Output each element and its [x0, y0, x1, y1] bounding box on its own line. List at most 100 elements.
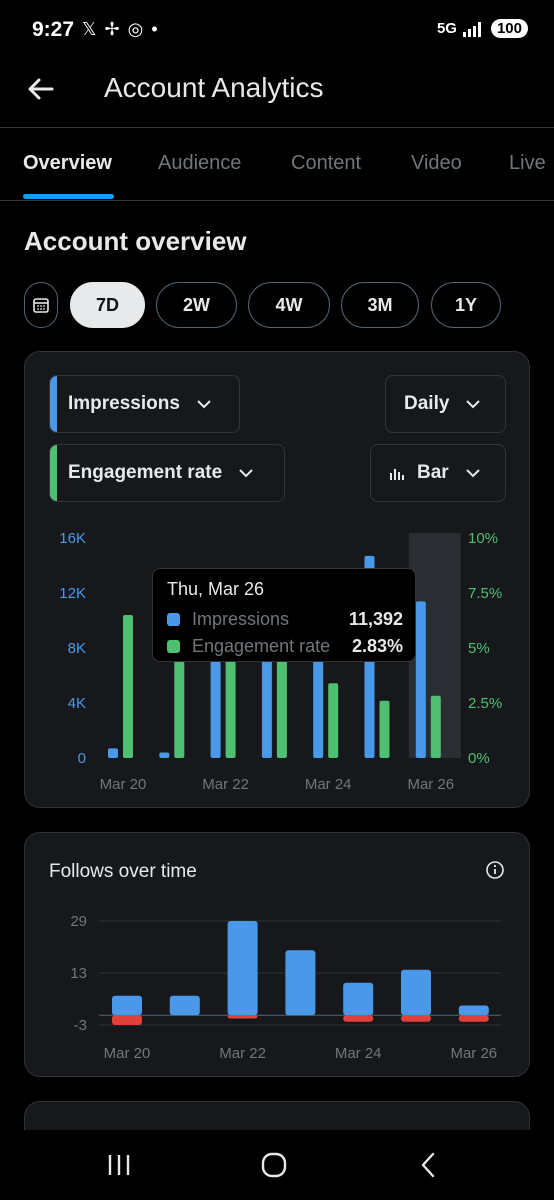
impressions-bar — [159, 752, 170, 758]
follows-lost-bar — [112, 1015, 142, 1025]
follows-chart-card: Follows over time -3 13 29 Mar 20 Mar 22 Mar … — [24, 832, 530, 1077]
dot-icon: • — [151, 19, 158, 39]
follows-over-time-chart[interactable]: -3 13 29 Mar 20 Mar 22 Mar 24 Mar 26 — [25, 833, 531, 1078]
tab-video[interactable]: Video — [411, 152, 462, 174]
bar-chart-icon — [390, 469, 404, 480]
y-tick-label: 13 — [70, 965, 87, 982]
engagement-bar — [276, 648, 287, 758]
metric1-dropdown[interactable]: Impressions — [49, 375, 240, 433]
status-right: 5G 100 — [437, 19, 528, 38]
x-tick-label: Mar 24 — [335, 1045, 382, 1062]
metric2-label: Engagement rate — [68, 462, 223, 483]
interval-dropdown[interactable]: Daily — [385, 375, 506, 433]
impressions-swatch — [167, 613, 180, 626]
chart-type-dropdown[interactable]: Bar — [370, 444, 506, 502]
range-2w-button[interactable]: 2W — [156, 282, 237, 328]
active-tab-indicator — [23, 194, 114, 199]
follows-gained-bar — [285, 950, 316, 1016]
follows-gained-bar — [227, 921, 258, 1016]
pinwheel-icon: ✢ — [104, 19, 120, 39]
tooltip-row-impressions: Impressions 11,392 — [167, 609, 403, 630]
home-icon[interactable] — [259, 1150, 289, 1180]
chevron-down-icon — [239, 469, 253, 478]
tab-bar: Overview Audience Content Video Live — [0, 128, 554, 201]
section-title: Account overview — [24, 226, 247, 256]
chart-tooltip: Thu, Mar 26 Impressions 11,392 Engagemen… — [152, 568, 416, 662]
engagement-bar — [174, 659, 185, 758]
y-tick-label: 29 — [70, 913, 87, 930]
follows-gained-bar — [343, 982, 374, 1016]
follows-lost-bar — [401, 1015, 431, 1022]
chevron-down-icon — [465, 469, 480, 478]
follows-lost-bar — [458, 1015, 489, 1022]
tab-live[interactable]: Live — [509, 152, 546, 174]
y-tick-label: -3 — [74, 1017, 87, 1034]
y-right-tick-label: 5% — [468, 640, 490, 657]
chart-type-label: Bar — [417, 462, 449, 483]
tab-audience[interactable]: Audience — [158, 152, 242, 174]
interval-label: Daily — [404, 393, 450, 414]
y-right-tick-label: 7.5% — [468, 585, 502, 602]
x-tick-label: Mar 20 — [100, 776, 147, 793]
range-3m-button[interactable]: 3M — [341, 282, 419, 328]
range-7d-button[interactable]: 7D — [70, 282, 145, 328]
y-right-tick-label: 0% — [468, 750, 490, 767]
back-nav-icon[interactable] — [414, 1150, 444, 1180]
impressions-engagement-chart[interactable]: 0 4K 8K 12K 16K 0% 2.5% 5% 7.5% 10% Mar 20 Mar 22 Ma… — [25, 352, 531, 809]
back-arrow-icon[interactable] — [26, 74, 56, 104]
metric2-dropdown[interactable]: Engagement rate — [49, 444, 285, 502]
tab-content[interactable]: Content — [291, 152, 362, 174]
x-tick-label: Mar 24 — [305, 776, 352, 793]
network-label: 5G — [436, 20, 457, 37]
instagram-icon: ◎ — [127, 19, 144, 39]
battery-badge: 100 — [490, 19, 528, 38]
follows-lost-bar — [343, 1015, 374, 1022]
calendar-icon — [33, 298, 49, 313]
range-1y-button[interactable]: 1Y — [431, 282, 501, 328]
y-left-tick-label: 4K — [68, 695, 86, 712]
x-tick-label: Mar 26 — [450, 1045, 497, 1062]
engagement-bar — [225, 648, 236, 758]
follows-gained-bar — [112, 995, 142, 1016]
x-tick-label: Mar 22 — [202, 776, 249, 793]
page-title: Account Analytics — [104, 72, 324, 103]
engagement-bar — [430, 695, 441, 758]
metric1-color-bar — [50, 376, 57, 432]
follows-title: Follows over time — [49, 861, 197, 882]
x-tick-label: Mar 20 — [104, 1045, 151, 1062]
tooltip-engagement-label: Engagement rate — [192, 636, 331, 656]
notification-icons: 𝕏 ✢ ◎ • — [82, 19, 158, 40]
system-nav-bar — [0, 1130, 554, 1200]
follows-gained-bar — [458, 1005, 489, 1016]
x-tick-label: Mar 22 — [219, 1045, 266, 1062]
tooltip-engagement-value: 2.83% — [351, 636, 403, 656]
y-left-tick-label: 0 — [78, 750, 86, 767]
range-4w-button[interactable]: 4W — [248, 282, 330, 328]
follows-gained-bar — [401, 969, 431, 1016]
tooltip-date: Thu, Mar 26 — [167, 579, 265, 599]
chevron-down-icon — [197, 400, 211, 409]
y-right-tick-label: 10% — [468, 530, 498, 547]
engagement-bar — [379, 700, 390, 758]
engagement-swatch — [167, 640, 180, 653]
engagement-bar — [328, 683, 339, 758]
follows-gained-bar — [169, 995, 200, 1016]
tooltip-impressions-label: Impressions — [192, 609, 290, 629]
metric1-label: Impressions — [68, 393, 180, 414]
chevron-down-icon — [466, 400, 481, 409]
signal-icon — [462, 21, 481, 37]
metric2-color-bar — [50, 445, 57, 501]
tooltip-impressions-value: 11,392 — [348, 609, 403, 629]
impressions-bar — [108, 748, 118, 758]
follows-lost-bar — [227, 1015, 258, 1019]
status-time: 9:27 — [32, 18, 75, 41]
x-tick-label: Mar 26 — [407, 776, 454, 793]
app-header: Account Analytics — [0, 62, 554, 128]
info-icon[interactable] — [485, 860, 505, 880]
y-left-tick-label: 16K — [59, 530, 86, 547]
y-left-tick-label: 12K — [59, 585, 86, 602]
tab-overview[interactable]: Overview — [23, 152, 112, 174]
recent-apps-icon[interactable] — [104, 1150, 134, 1180]
x-icon: 𝕏 — [82, 19, 97, 39]
calendar-button[interactable] — [24, 282, 58, 328]
